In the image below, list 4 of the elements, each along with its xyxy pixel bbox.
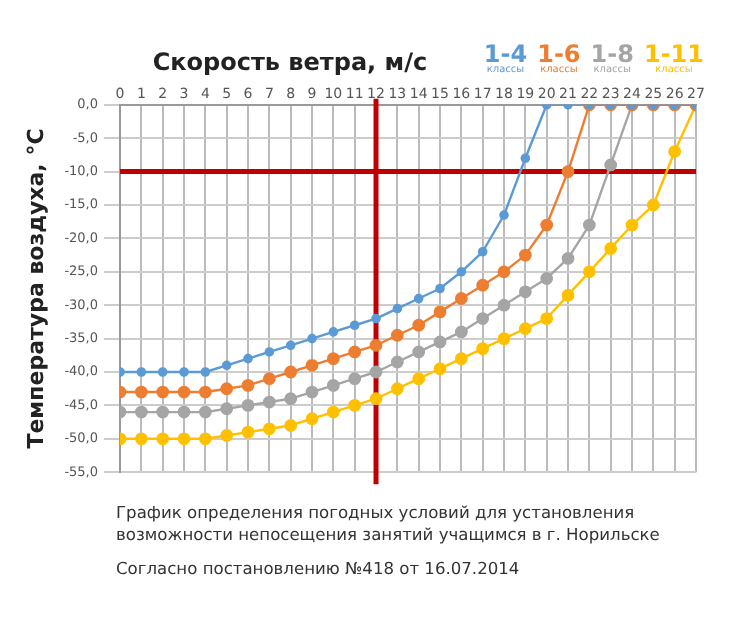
x-axis-title: Скорость ветра, м/с [150,48,430,76]
text: Согласно постановлению №418 от 16.07.2014 [116,558,522,582]
text: График определения погодных условий для установления возможности непосещения занятий учащимся в г. Норильске [116,502,662,547]
y-axis-title: Температура воздуха, °С [22,128,49,449]
